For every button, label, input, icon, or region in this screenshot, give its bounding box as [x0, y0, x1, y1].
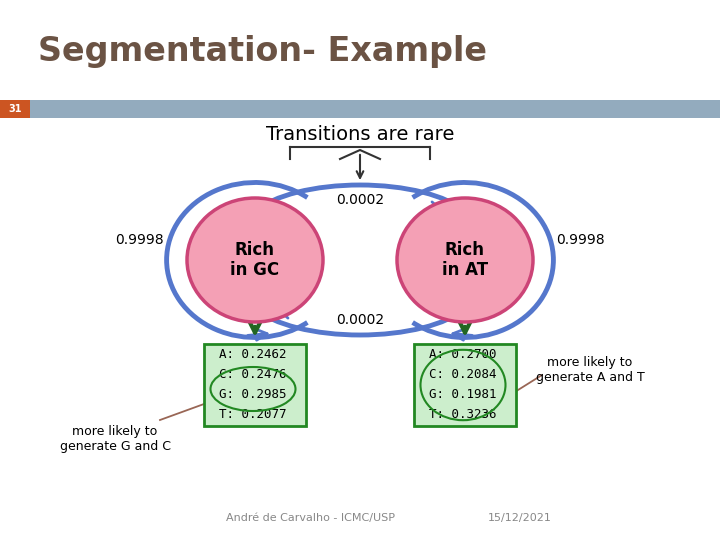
Text: T: 0.3236: T: 0.3236	[429, 408, 497, 422]
FancyBboxPatch shape	[414, 344, 516, 426]
FancyBboxPatch shape	[204, 344, 306, 426]
Text: Rich
in GC: Rich in GC	[230, 241, 279, 279]
Bar	[0, 100, 30, 118]
Text: Transitions are rare: Transitions are rare	[266, 125, 454, 145]
Text: 0.0002: 0.0002	[336, 193, 384, 207]
Ellipse shape	[187, 198, 323, 322]
Text: T: 0.2077: T: 0.2077	[220, 408, 287, 422]
Text: A: 0.2462: A: 0.2462	[220, 348, 287, 361]
Text: A: 0.2700: A: 0.2700	[429, 348, 497, 361]
Text: André de Carvalho - ICMC/USP: André de Carvalho - ICMC/USP	[225, 513, 395, 523]
Text: 0.9998: 0.9998	[115, 233, 163, 247]
Text: G: 0.1981: G: 0.1981	[429, 388, 497, 402]
Bar	[0, 100, 720, 118]
Text: C: 0.2476: C: 0.2476	[220, 368, 287, 381]
Text: more likely to
generate A and T: more likely to generate A and T	[536, 356, 644, 384]
Text: 0.0002: 0.0002	[336, 313, 384, 327]
Text: G: 0.2985: G: 0.2985	[220, 388, 287, 402]
Text: 0.9998: 0.9998	[557, 233, 605, 247]
Text: Rich
in AT: Rich in AT	[442, 241, 488, 279]
Text: 31: 31	[8, 104, 22, 114]
Text: Segmentation- Example: Segmentation- Example	[38, 36, 487, 69]
Text: 15/12/2021: 15/12/2021	[488, 513, 552, 523]
Ellipse shape	[397, 198, 533, 322]
Text: C: 0.2084: C: 0.2084	[429, 368, 497, 381]
Text: more likely to
generate G and C: more likely to generate G and C	[60, 425, 171, 453]
